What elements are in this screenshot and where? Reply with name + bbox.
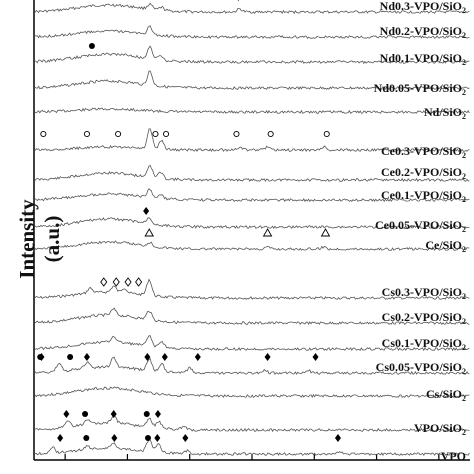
series-label: Cs0.3-VPO/SiO2 [382, 285, 466, 301]
dot-marker [143, 411, 150, 417]
xrd-trace [34, 335, 470, 352]
circle-marker [115, 130, 122, 138]
xrd-trace [34, 107, 470, 114]
xrd-trace [34, 45, 470, 65]
series-label: Cs0.1-VPO/SiO2 [382, 336, 466, 352]
xrd-trace [34, 356, 470, 375]
y-axis-label: Intensity (a.u.) [15, 199, 64, 279]
open-diamond-marker [135, 277, 143, 287]
xrd-trace [34, 164, 470, 183]
series-label: Nd0.1-VPO/SiO2 [380, 51, 466, 67]
diamond-marker [144, 353, 151, 361]
diamond-marker [154, 434, 161, 442]
triangle-marker [262, 228, 273, 237]
series-label: Ce0.3-VPO/SiO2 [381, 144, 466, 160]
open-diamond-marker [112, 277, 120, 287]
series-label: Nd0.3-VPO/SiO2 [380, 0, 466, 15]
diamond-marker [111, 434, 118, 442]
xrd-trace [34, 217, 470, 230]
diamond-marker [182, 434, 189, 442]
diamond-marker [38, 353, 45, 361]
series-label: Cs/SiO2 [426, 387, 466, 403]
diamond-marker [110, 410, 117, 418]
series-label: Ce0.05-VPO/SiO2 [375, 218, 466, 234]
diamond-marker [57, 434, 64, 442]
series-label: Cs0.05-VPO/SiO2 [376, 360, 466, 376]
series-label: Nd/SiO2 [424, 105, 466, 121]
circle-marker [162, 130, 170, 138]
series-label: Ce0.2-VPO/SiO2 [381, 165, 466, 181]
xrd-trace [34, 240, 470, 251]
xrd-trace [34, 307, 470, 326]
diamond-marker [312, 353, 319, 361]
traces [34, 2, 470, 457]
xrd-trace [34, 386, 470, 399]
series-label: Nd0.05-VPO/SiO2 [374, 81, 466, 97]
diamond-marker [161, 353, 168, 361]
markers [37, 0, 341, 442]
diamond-marker [194, 353, 201, 361]
dot-marker [67, 354, 74, 360]
xrd-trace [34, 70, 470, 91]
series-label: VPO [441, 449, 466, 463]
dot-marker [83, 435, 90, 441]
diamond-marker [143, 207, 150, 215]
diamond-marker [154, 410, 161, 418]
open-diamond-marker [124, 277, 132, 287]
axes [33, 0, 470, 461]
open-diamond-marker [100, 277, 108, 287]
xrd-trace [34, 415, 470, 433]
circle-marker [323, 130, 330, 138]
dot-marker [88, 43, 95, 49]
diamond-marker [264, 353, 271, 361]
circle-marker [267, 130, 274, 138]
xrd-trace [34, 25, 470, 39]
diamond-marker [63, 410, 70, 418]
series-label: Cs0.2-VPO/SiO2 [382, 310, 466, 326]
circle-marker [40, 130, 47, 138]
dot-marker [144, 435, 151, 441]
circle-marker [83, 130, 90, 138]
xrd-trace [34, 278, 470, 300]
circle-marker [152, 130, 159, 138]
labels: VPO VPO/SiO2 Cs/SiO2 Cs0.05-VPO/SiO2 Cs0.1-V… [374, 0, 466, 463]
series-label: Ce/SiO2 [425, 238, 466, 254]
xrd-trace [34, 438, 470, 457]
xrd-trace [34, 2, 470, 15]
dot-marker [82, 411, 89, 417]
series-label: Ce0.1-VPO/SiO2 [381, 188, 466, 204]
triangle-marker [144, 228, 155, 237]
xrd-trace [34, 188, 470, 203]
triangle-marker [320, 228, 331, 237]
xrd-trace [34, 128, 470, 153]
diamond-marker [83, 353, 90, 361]
series-label: VPO/SiO2 [414, 421, 466, 437]
series-label: Nd0.2-VPO/SiO2 [380, 24, 466, 40]
diamond-marker [334, 434, 341, 442]
circle-marker [233, 130, 240, 138]
